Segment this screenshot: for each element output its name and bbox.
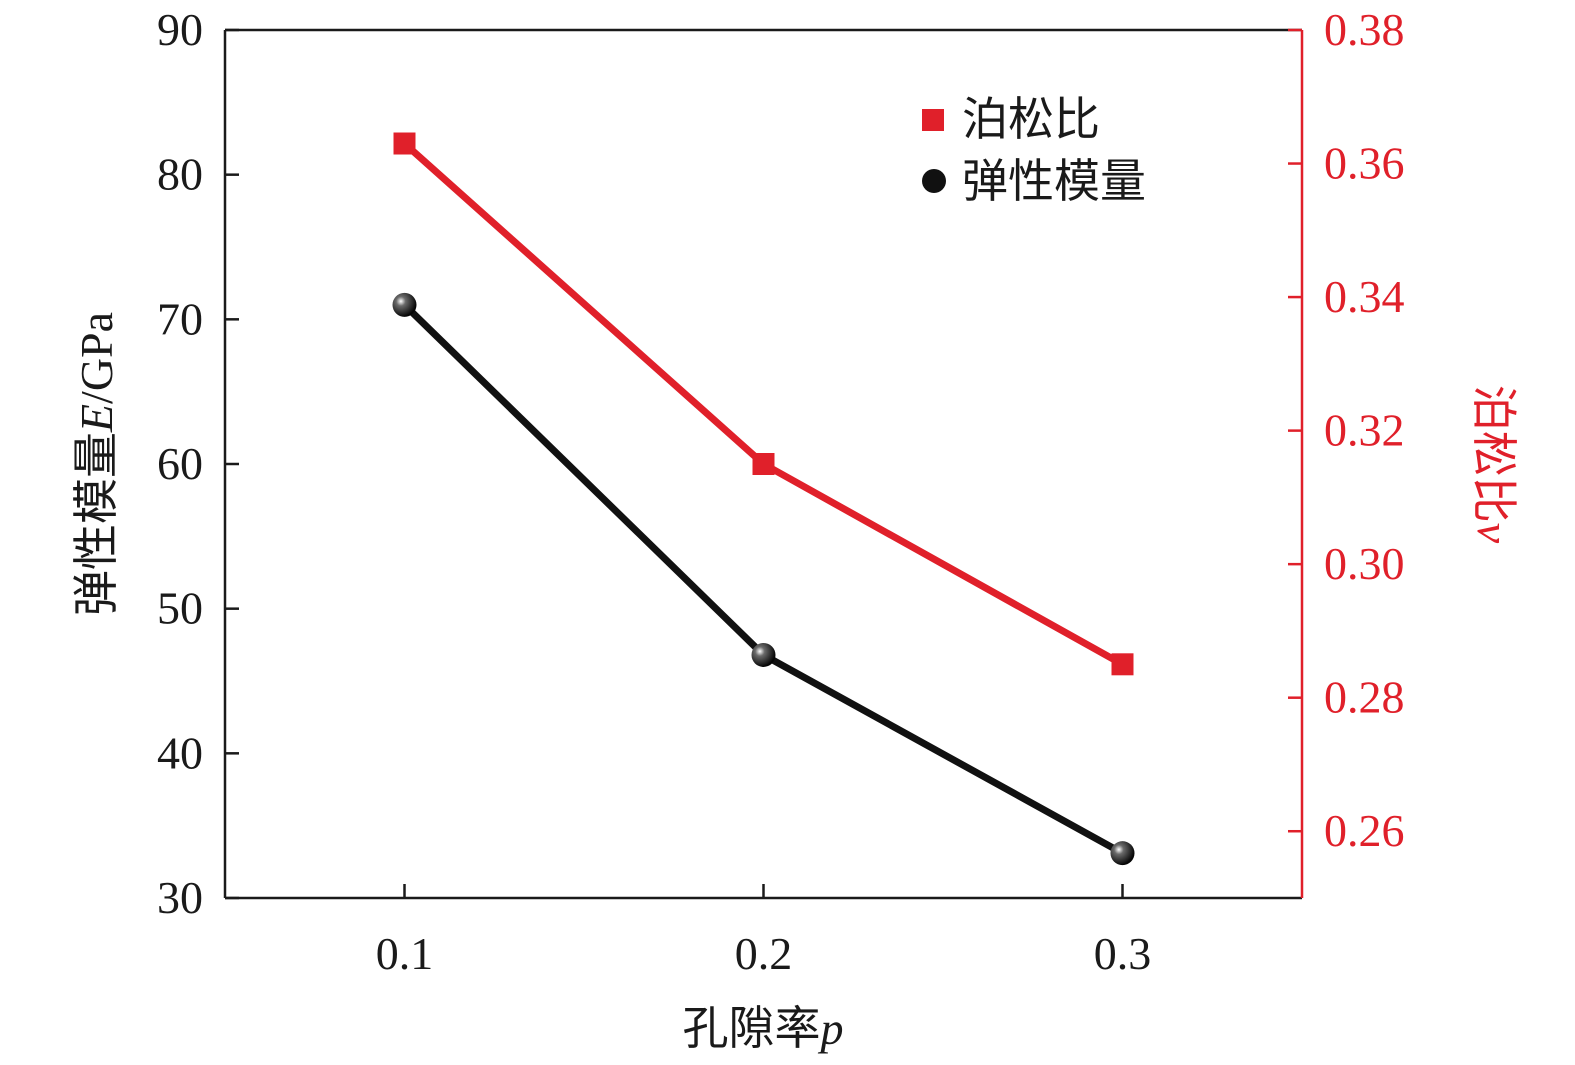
modulus-point (1110, 841, 1135, 866)
left-tick-label: 30 (157, 872, 203, 923)
poisson-point (1111, 653, 1134, 676)
left-tick-label: 50 (157, 583, 203, 634)
poisson-point (393, 132, 416, 155)
left-tick-label: 40 (157, 727, 203, 778)
left-tick-label: 60 (157, 438, 203, 489)
legend-swatch-square (922, 109, 944, 131)
series-line-modulus (402, 302, 1125, 857)
right-tick-label: 0.36 (1324, 138, 1405, 189)
series-line-poisson (402, 140, 1125, 668)
right-axis-label: 泊松比v (1468, 385, 1519, 544)
right-tick-label: 0.34 (1324, 271, 1405, 322)
x-tick-label: 0.3 (1094, 928, 1152, 979)
legend-label-poisson: 泊松比 (962, 94, 1100, 145)
left-tick-label: 80 (157, 149, 203, 200)
poisson-point (752, 453, 775, 475)
legend: 泊松比 弹性模量 (922, 94, 1146, 207)
left-tick-label: 70 (157, 293, 203, 344)
legend-swatch-circle (922, 169, 946, 193)
legend-label-modulus: 弹性模量 (962, 156, 1146, 207)
left-tick-label: 90 (157, 4, 203, 55)
x-tick-label: 0.1 (376, 928, 434, 979)
x-tick-label: 0.2 (735, 928, 793, 979)
left-axis-label: 弹性模量E/GPa (71, 312, 122, 616)
modulus-point (392, 292, 417, 317)
right-tick-label: 0.30 (1324, 538, 1405, 589)
modulus-point (751, 642, 776, 667)
x-axis-label: 孔隙率p (683, 1003, 844, 1054)
right-tick-label: 0.28 (1324, 672, 1405, 723)
right-tick-label: 0.32 (1324, 405, 1405, 456)
right-tick-label: 0.26 (1324, 805, 1405, 856)
right-tick-label: 0.38 (1324, 4, 1405, 55)
